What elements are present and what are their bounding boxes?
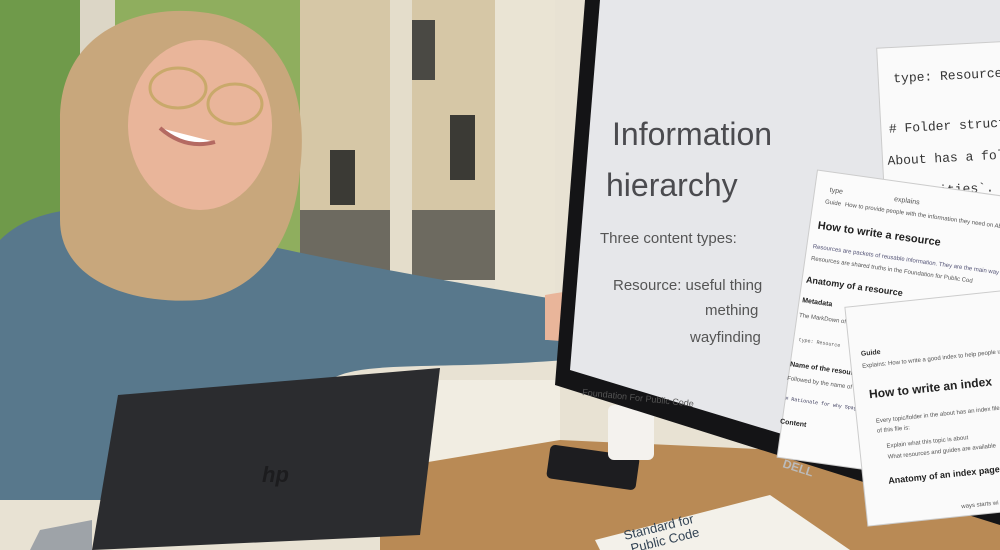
book: [595, 495, 850, 550]
laptop-lid: [92, 368, 440, 550]
card-text: of this file is:: [877, 425, 911, 434]
slide-subtitle: Three content types:: [600, 230, 737, 247]
card-text: ways starts wi: [960, 500, 999, 510]
card: type: Resource # Folder structur About h…: [876, 40, 1000, 229]
card-code: type: Resource: [893, 66, 1000, 87]
laptop-brand: hp: [262, 462, 289, 487]
slide-bullet: mething: [705, 302, 758, 319]
cup: [608, 405, 654, 460]
face: [128, 40, 272, 210]
slide-bullet: Resource: useful thing: [613, 277, 762, 294]
window-frame: [495, 0, 555, 300]
glasses: [148, 66, 208, 110]
card-text: explains: [894, 196, 921, 207]
card-code: type: Resource: [798, 337, 840, 349]
slide: Information hierarchy Three content type…: [582, 116, 772, 409]
building-window: [410, 20, 435, 80]
smile: [158, 126, 216, 147]
card-code: About has a folde: [887, 147, 1000, 169]
card-text: Guide: [825, 199, 842, 207]
window-frame: [390, 0, 412, 290]
card-bg: [844, 290, 1000, 527]
card-heading: Content: [780, 418, 808, 429]
slide-title: Information: [612, 116, 772, 152]
slide-title: hierarchy: [606, 167, 738, 203]
card-code: # Folder structur: [889, 115, 1000, 137]
card: Guide Explains: How to write a good inde…: [844, 290, 1000, 527]
building-window: [450, 115, 475, 180]
slide-bullet: wayfinding: [689, 329, 761, 346]
card-text: type: [829, 187, 843, 196]
card-text: Guide: [861, 349, 882, 358]
card-heading: Metadata: [802, 297, 833, 308]
building-window: [330, 150, 355, 205]
glasses: [206, 82, 264, 126]
laptop-base: [30, 520, 92, 550]
